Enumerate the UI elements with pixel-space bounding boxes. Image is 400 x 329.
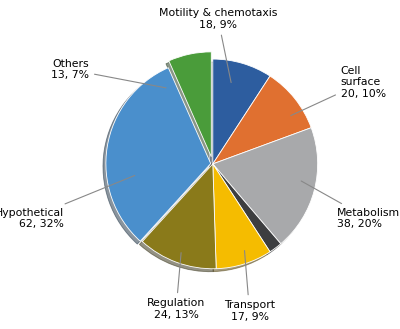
Wedge shape bbox=[213, 128, 318, 244]
Wedge shape bbox=[213, 59, 270, 164]
Text: Cell
surface
20, 10%: Cell surface 20, 10% bbox=[291, 65, 386, 115]
Text: Transport
17, 9%: Transport 17, 9% bbox=[224, 251, 275, 322]
Wedge shape bbox=[213, 164, 281, 252]
Wedge shape bbox=[106, 68, 211, 241]
Text: Metabolism
38, 20%: Metabolism 38, 20% bbox=[301, 181, 400, 229]
Wedge shape bbox=[169, 52, 211, 157]
Wedge shape bbox=[213, 164, 270, 269]
Text: Regulation
24, 13%: Regulation 24, 13% bbox=[147, 253, 205, 320]
Text: Hypothetical
62, 32%: Hypothetical 62, 32% bbox=[0, 175, 135, 229]
Text: Others
13, 7%: Others 13, 7% bbox=[51, 59, 166, 88]
Wedge shape bbox=[213, 76, 311, 164]
Text: Motility & chemotaxis
18, 9%: Motility & chemotaxis 18, 9% bbox=[159, 8, 277, 83]
Wedge shape bbox=[142, 164, 216, 269]
